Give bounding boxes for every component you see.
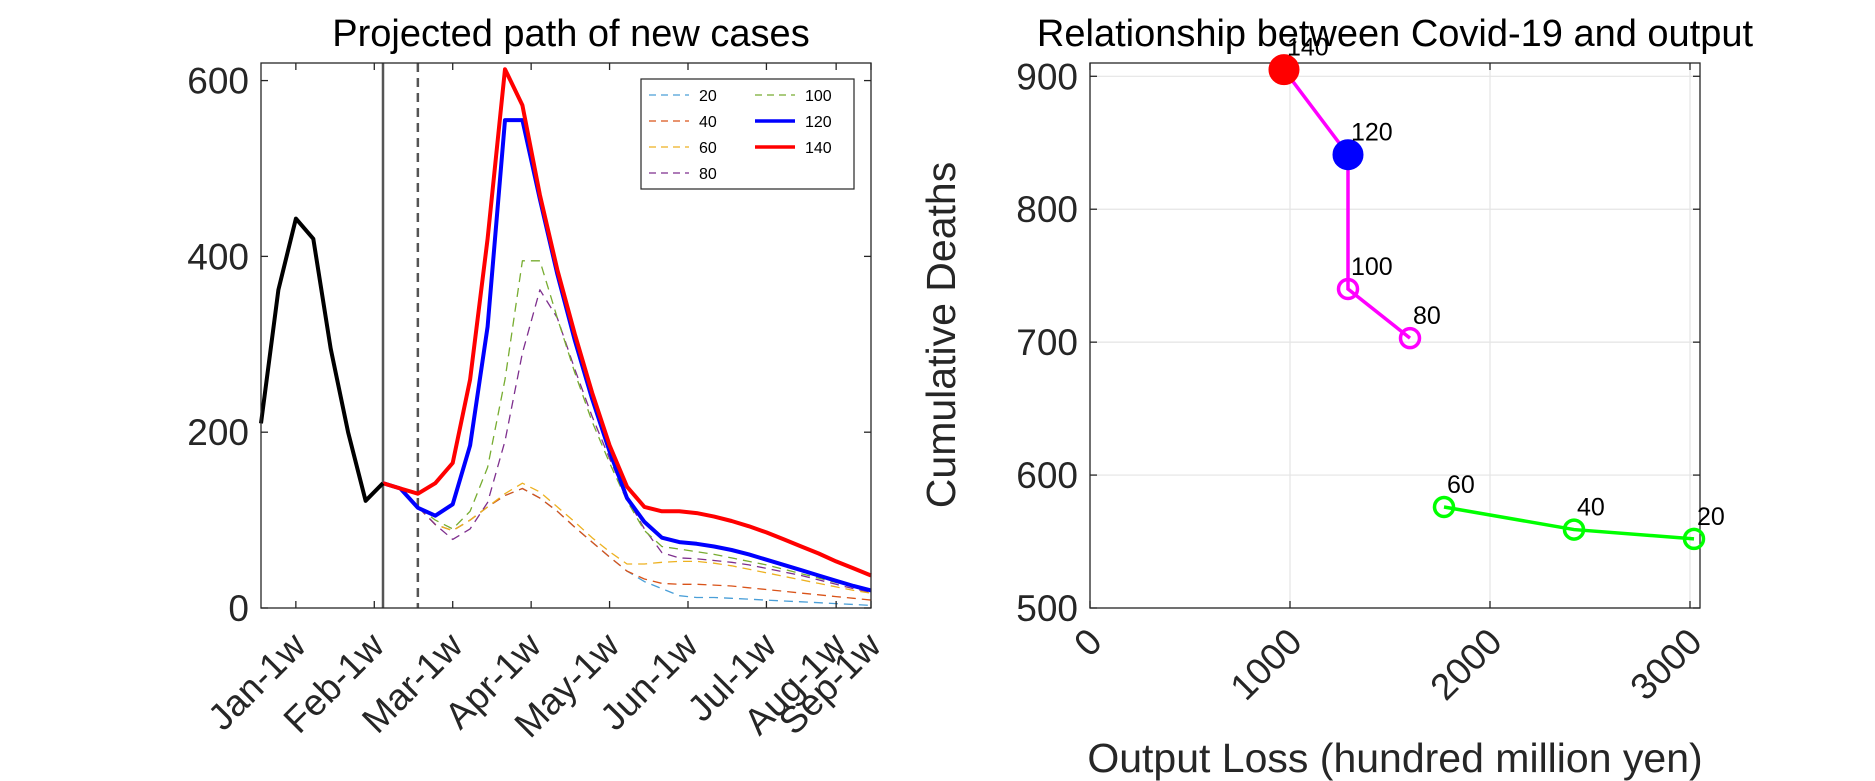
right-chart-title: Relationship between Covid-19 and output xyxy=(1037,13,1754,55)
green-connector-line xyxy=(1443,505,1695,541)
right-plot-frame xyxy=(1089,62,1701,609)
data-point-20 xyxy=(1682,527,1706,551)
magenta-connector-line xyxy=(1282,68,1412,340)
legend-box xyxy=(640,78,855,190)
y-tick-label: 700 xyxy=(1016,322,1078,363)
y-tick-label: 400 xyxy=(187,236,249,277)
data-point-label-60: 60 xyxy=(1447,471,1475,499)
deaths-vs-output-chart: Relationship between Covid-19 and output… xyxy=(918,13,1754,781)
legend-label-120: 120 xyxy=(805,114,832,131)
series-line-60 xyxy=(382,482,872,594)
y-tick-label: 200 xyxy=(187,412,249,453)
data-point-40 xyxy=(1562,518,1586,541)
y-tick-label: 600 xyxy=(187,61,249,102)
data-point-label-20: 20 xyxy=(1697,503,1725,531)
series-line-120 xyxy=(382,118,872,593)
left-chart-title: Projected path of new cases xyxy=(332,13,809,55)
left-plot-frame xyxy=(260,62,872,609)
y-tick-label: 0 xyxy=(228,588,249,629)
y-tick-label: 600 xyxy=(1016,455,1078,496)
x-tick-label: 3000 xyxy=(1622,621,1709,708)
data-point-80 xyxy=(1398,326,1422,350)
data-point-label-80: 80 xyxy=(1413,302,1441,330)
legend-label-60: 60 xyxy=(699,140,717,157)
data-point-label-40: 40 xyxy=(1577,494,1605,522)
legend-label-40: 40 xyxy=(699,114,717,131)
history-line xyxy=(259,216,385,503)
data-point-60 xyxy=(1432,495,1456,519)
legend-label-20: 20 xyxy=(699,88,717,105)
data-point-label-100: 100 xyxy=(1351,253,1393,281)
series-line-100 xyxy=(382,260,872,592)
legend-label-80: 80 xyxy=(699,166,717,183)
data-point-label-120: 120 xyxy=(1351,119,1393,147)
data-point-140 xyxy=(1268,54,1300,86)
legend-label-100: 100 xyxy=(805,88,832,105)
legend-label-140: 140 xyxy=(805,140,832,157)
legend: 20 40 60 80 100 120 140 xyxy=(640,78,855,190)
x-tick-label: 1000 xyxy=(1222,621,1309,708)
right-y-axis-label: Cumulative Deaths xyxy=(918,162,964,508)
x-tick-label: 2000 xyxy=(1422,621,1509,708)
data-point-label-140: 140 xyxy=(1287,34,1329,62)
right-x-axis-label: Output Loss (hundred million yen) xyxy=(1087,735,1702,781)
y-tick-label: 800 xyxy=(1016,189,1078,230)
data-point-100 xyxy=(1336,277,1360,301)
y-tick-label: 500 xyxy=(1016,588,1078,629)
data-point-120 xyxy=(1332,139,1364,171)
series-line-140 xyxy=(382,67,872,578)
y-tick-label: 900 xyxy=(1016,56,1078,97)
series-line-40 xyxy=(382,482,872,601)
